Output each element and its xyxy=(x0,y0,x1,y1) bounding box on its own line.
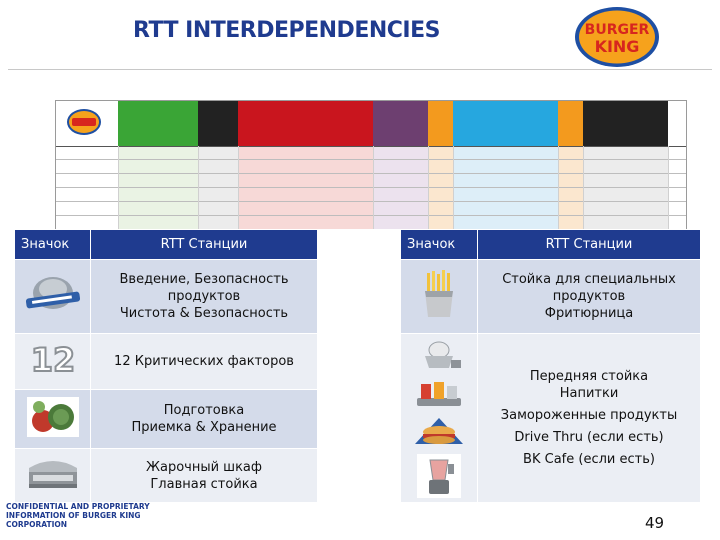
icon-cell xyxy=(400,333,478,503)
table-header-row: Значок RTT Станции Значок RTT Станции xyxy=(14,229,701,260)
drinks-tray-icon xyxy=(417,382,461,406)
icon-cell xyxy=(400,259,478,334)
icon-cell xyxy=(14,448,91,503)
station-text-line: продуктов xyxy=(167,289,241,304)
header-icon-left: Значок xyxy=(14,229,91,260)
header-stations-left: RTT Станции xyxy=(90,229,318,260)
whopper-icon xyxy=(415,418,463,444)
station-text-line: Замороженные продукты xyxy=(500,408,678,423)
station-text-line: Введение, Безопасность xyxy=(119,272,289,287)
table-row: 12 12 Критических факторов xyxy=(14,333,701,503)
station-text-line: Подготовка xyxy=(163,403,245,418)
rtt-stations-table: Значок RTT Станции Значок RTT Станции Вв… xyxy=(14,229,701,503)
header-stations-right: RTT Станции xyxy=(477,229,701,260)
icon-cell xyxy=(14,388,91,450)
station-text-line: Фритюрница xyxy=(544,306,634,321)
station-text-line: продуктов xyxy=(552,289,626,304)
station-cell: Передняя стойка Напитки Замороженные про… xyxy=(477,333,701,503)
icon-cell: 12 xyxy=(14,333,91,390)
table-gap xyxy=(318,389,401,448)
mini-logo-icon xyxy=(67,109,101,135)
soft-serve-icon xyxy=(425,341,461,368)
station-text-line: Стойка для специальных xyxy=(502,272,676,287)
blender-icon xyxy=(417,454,461,498)
station-text-line: Жарочный шкаф xyxy=(145,459,263,475)
table-row: Жарочный шкаф Главная стойка xyxy=(14,448,701,503)
page-number: 49 xyxy=(645,514,665,532)
station-text-line: Приемка & Хранение xyxy=(131,420,277,435)
station-text-line: Напитки xyxy=(559,386,619,401)
logo-text-king: KING xyxy=(595,37,640,56)
number-12-icon: 12 xyxy=(29,340,76,380)
station-cell: Введение, Безопасность продуктов Чистота… xyxy=(90,259,318,334)
station-text-line: Главная стойка xyxy=(150,476,258,492)
table-gap xyxy=(318,449,401,503)
confidential-notice: CONFIDENTIAL AND PROPRIETARY INFORMATION… xyxy=(6,502,150,529)
vegetables-icon xyxy=(26,396,79,437)
table-gap xyxy=(318,230,401,260)
table-gap xyxy=(318,334,401,390)
title-divider xyxy=(8,69,712,70)
station-cell: 12 Критических факторов xyxy=(90,333,318,390)
table-gap xyxy=(318,260,401,334)
page-title: RTT INTERDEPENDENCIES xyxy=(133,18,440,43)
burger-king-logo: BURGER KING xyxy=(575,7,659,67)
food-safety-certificate-icon xyxy=(25,277,80,309)
broiler-icon xyxy=(28,461,77,489)
station-text-line: Передняя стойка xyxy=(529,369,649,384)
station-cell: Стойка для специальных продуктов Фритюрн… xyxy=(477,259,701,334)
table-row: Введение, Безопасность продуктов Чистота… xyxy=(14,259,701,334)
station-text-line: BK Cafe (если есть) xyxy=(523,452,655,467)
station-text-line: Drive Thru (если есть) xyxy=(514,430,664,445)
station-cell: Подготовка Приемка & Хранение xyxy=(90,388,318,450)
logo-text-burger: BURGER xyxy=(585,22,650,38)
table-row: Подготовка Приемка & Хранение xyxy=(14,388,701,450)
station-text-line: 12 Критических факторов xyxy=(114,353,294,369)
svg-text:12: 12 xyxy=(30,341,75,379)
station-cell: Жарочный шкаф Главная стойка xyxy=(90,448,318,503)
header-icon-right: Значок xyxy=(400,229,478,260)
icon-cell xyxy=(14,259,91,334)
fries-icon xyxy=(425,270,453,317)
station-text-line: Чистота & Безопасность xyxy=(119,306,289,321)
